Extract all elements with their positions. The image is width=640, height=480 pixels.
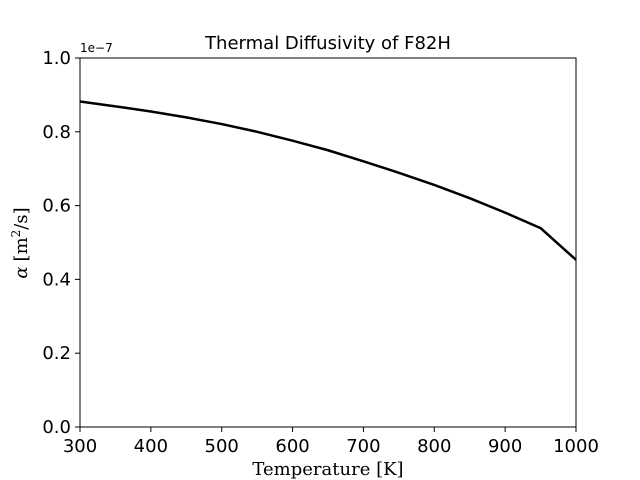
x-tick-label: 900 (488, 436, 522, 457)
x-tick-label: 600 (275, 436, 309, 457)
y-tick-label: 0.4 (42, 269, 71, 290)
x-tick-label: 500 (205, 436, 239, 457)
series-line-0 (79, 100, 577, 261)
y-axis-label-unit-prefix: [m (11, 237, 32, 261)
x-tick-label: 700 (346, 436, 380, 457)
y-axis-label: α [m2/s] (9, 207, 32, 278)
y-tick-label: 0.6 (42, 196, 71, 217)
x-tick-label: 400 (134, 436, 168, 457)
y-offset-text: 1e−7 (80, 41, 113, 55)
plot-area: 300 400 500 600 700 800 900 1000 0.0 0.2 0.4 0.6 0.8… (42, 48, 599, 457)
y-tick-label: 0.2 (42, 343, 71, 364)
y-tick-label: 0.8 (42, 122, 71, 143)
y-axis-label-unit-exponent: 2 (9, 230, 23, 238)
x-axis-label: Temperature [K] (252, 459, 403, 480)
x-tick-label: 800 (417, 436, 451, 457)
y-axis-label-symbol: α (11, 266, 32, 278)
y-tick-label: 1.0 (42, 48, 71, 69)
axes-frame (79, 57, 577, 428)
y-tick-label: 0.0 (42, 417, 71, 438)
chart-title: Thermal Diffusivity of F82H (204, 33, 451, 54)
y-axis-label-unit-suffix: /s] (11, 207, 32, 229)
x-tick-label: 1000 (553, 436, 599, 457)
x-tick-label: 300 (63, 436, 97, 457)
